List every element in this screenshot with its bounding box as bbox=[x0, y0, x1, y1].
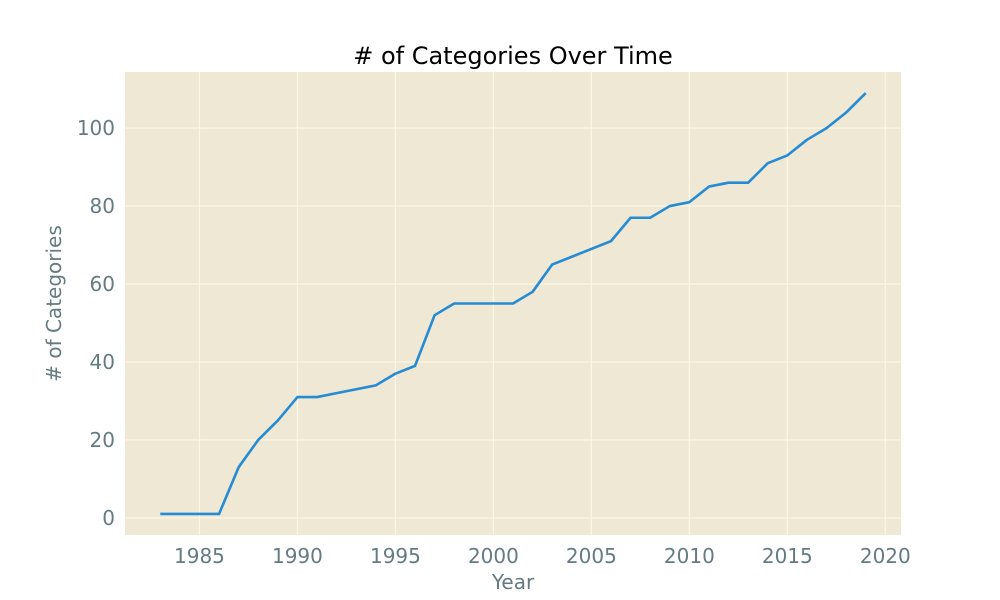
y-tick-label: 0 bbox=[102, 506, 115, 530]
y-axis-ticks: 0 20 40 60 80 100 bbox=[77, 116, 115, 530]
y-axis-label: # of Categories bbox=[42, 225, 66, 382]
x-tick-label: 2005 bbox=[566, 544, 617, 568]
x-tick-label: 1985 bbox=[174, 544, 225, 568]
x-tick-label: 2000 bbox=[468, 544, 519, 568]
series-line bbox=[160, 92, 867, 516]
y-tick-label: 80 bbox=[90, 194, 115, 218]
chart-title: # of Categories Over Time bbox=[353, 42, 673, 70]
x-tick-label: 1990 bbox=[272, 544, 323, 568]
x-tick-label: 2010 bbox=[664, 544, 715, 568]
x-axis-label: Year bbox=[491, 570, 535, 594]
y-tick-label: 20 bbox=[90, 428, 115, 452]
x-tick-label: 2020 bbox=[860, 544, 911, 568]
x-tick-label: 1995 bbox=[370, 544, 421, 568]
x-tick-label: 2015 bbox=[762, 544, 813, 568]
series-layer bbox=[160, 92, 867, 516]
y-tick-label: 60 bbox=[90, 272, 115, 296]
grid-lines bbox=[125, 72, 901, 535]
y-tick-label: 40 bbox=[90, 350, 115, 374]
x-axis-ticks: 1985 1990 1995 2000 2005 2010 2015 2020 bbox=[174, 544, 911, 568]
y-tick-label: 100 bbox=[77, 116, 115, 140]
